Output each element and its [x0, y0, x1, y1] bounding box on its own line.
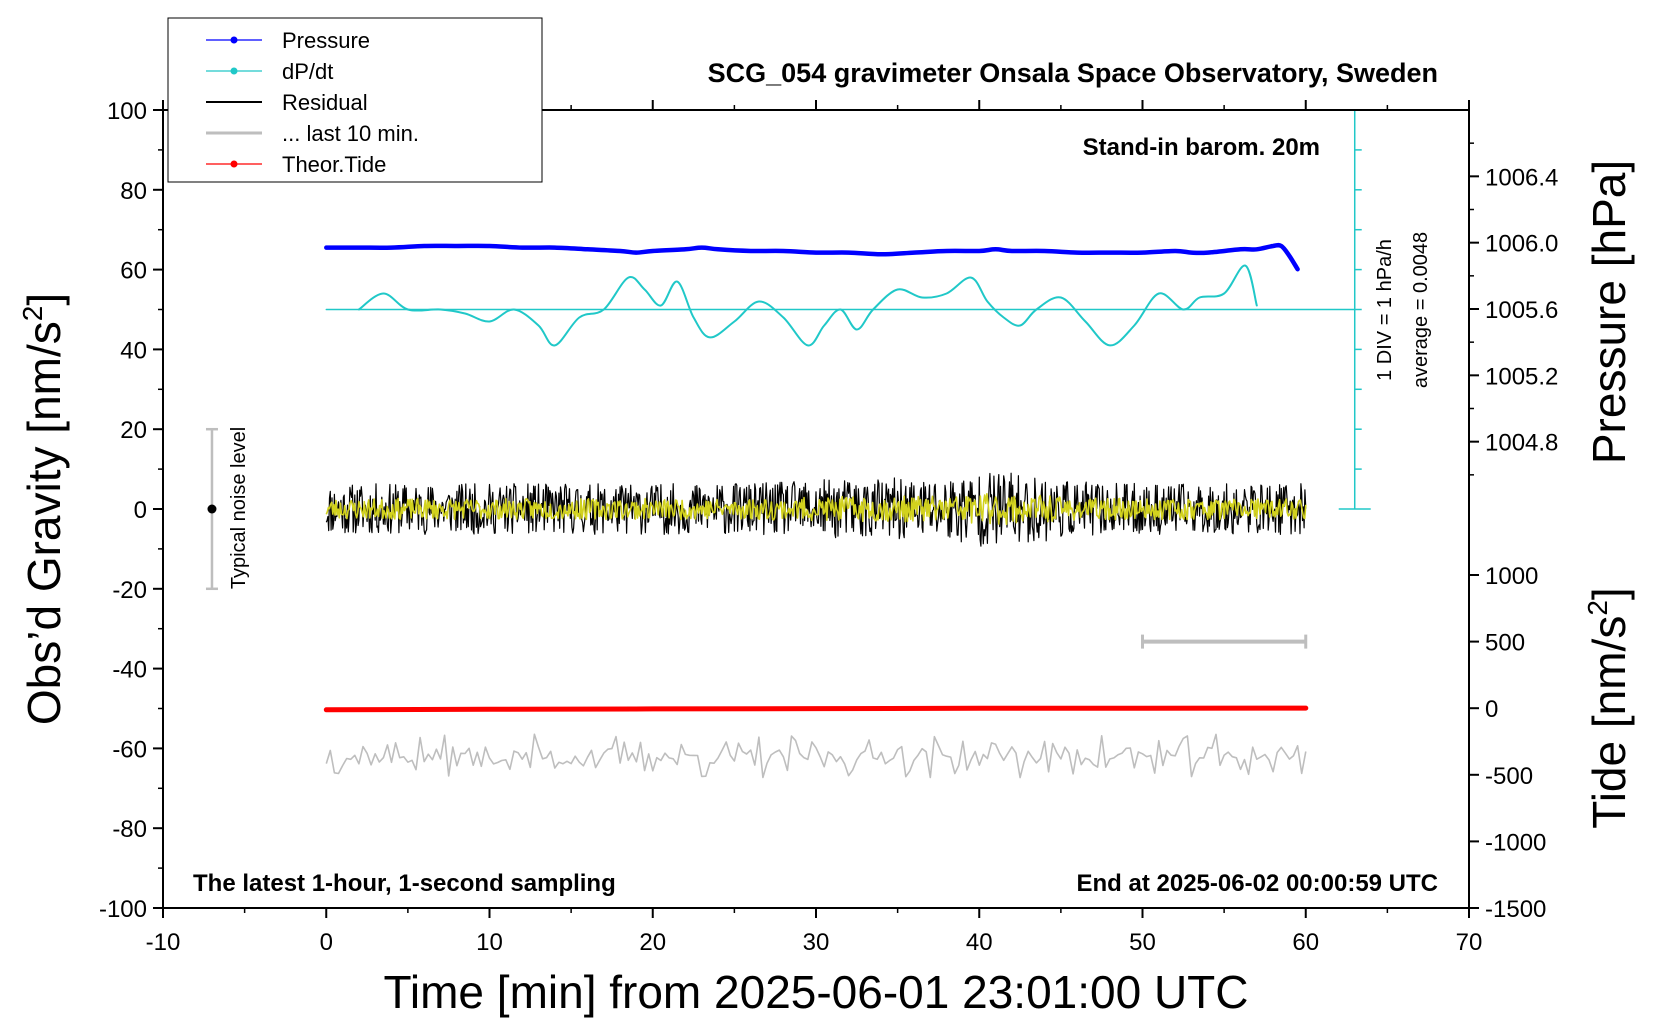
bottom-left-note: The latest 1-hour, 1-second sampling	[193, 870, 616, 897]
x-tick-label-0: -10	[146, 929, 181, 956]
pressure-tick-label-0: 1004.8	[1485, 430, 1558, 457]
legend-marker-4	[230, 160, 238, 168]
y-tick-label-7: 40	[120, 337, 147, 364]
y-axis-title-left-text: Obs’d Gravity [nm/s	[18, 321, 70, 725]
tide-tick-label-2: -500	[1485, 763, 1533, 790]
pressure-tick-label-3: 1006.0	[1485, 231, 1558, 258]
legend-label-0: Pressure	[282, 28, 370, 53]
x-tick-label-5: 40	[966, 929, 993, 956]
y-tick-label-0: -100	[99, 896, 147, 923]
series-residual	[325, 472, 1307, 547]
y-axis-title-tide-text: Tide [nm/s	[1583, 616, 1635, 829]
series-layer	[205, 109, 1371, 779]
series-residual-smoothed-	[325, 493, 1307, 526]
barometer-label: Stand-in barom. 20m	[1083, 134, 1320, 161]
y-tick-label-6: 20	[120, 417, 147, 444]
y-axis-title-pressure: Pressure [hPa]	[1583, 160, 1635, 464]
tide-tick-label-4: 500	[1485, 630, 1525, 657]
x-tick-label-4: 30	[803, 929, 830, 956]
series--last-10-min-	[325, 733, 1307, 779]
series-theor-tide	[323, 705, 1309, 713]
series-pressure	[324, 242, 1300, 272]
legend-box	[167, 17, 543, 183]
noise-level-label: Typical noise level	[228, 427, 250, 589]
legend-label-3: ... last 10 min.	[282, 121, 419, 146]
x-tick-label-6: 50	[1129, 929, 1156, 956]
average-note: average = 0.0048	[1410, 232, 1432, 388]
y-tick-label-4: -20	[112, 577, 147, 604]
y-axis-title-tide-close: ]	[1583, 587, 1635, 600]
x-tick-label-7: 60	[1292, 929, 1319, 956]
legend-label-4: Theor.Tide	[282, 152, 386, 177]
legend-marker-1	[230, 67, 238, 75]
y-tick-label-3: -40	[112, 657, 147, 684]
y-axis-title-tide-sup: 2	[1582, 600, 1613, 616]
y-tick-label-10: 100	[107, 98, 147, 125]
x-tick-label-1: 0	[320, 929, 333, 956]
legend-label-2: Residual	[282, 90, 368, 115]
bottom-right-note: End at 2025-06-02 00:00:59 UTC	[1077, 870, 1439, 897]
y-tick-label-2: -60	[112, 736, 147, 763]
y-axis-title-left-sup: 2	[17, 306, 48, 322]
x-tick-label-3: 20	[639, 929, 666, 956]
legend-marker-0	[230, 36, 238, 44]
x-axis-title: Time [min] from 2025-06-01 23:01:00 UTC	[384, 966, 1249, 1018]
y-axis-title-left: Obs’d Gravity [nm/s2]	[17, 293, 70, 725]
x-tick-label-8: 70	[1456, 929, 1483, 956]
y-tick-label-9: 80	[120, 178, 147, 205]
div-note: 1 DIV = 1 hPa/h	[1374, 239, 1396, 381]
legend-label-1: dP/dt	[282, 59, 333, 84]
y-axis-title-left-close: ]	[18, 293, 70, 306]
pressure-tick-label-4: 1006.4	[1485, 164, 1558, 191]
tide-tick-label-5: 1000	[1485, 563, 1538, 590]
y-tick-label-1: -80	[112, 816, 147, 843]
annotation-layer: SCG_054 gravimeter Onsala Space Observat…	[17, 58, 1635, 1018]
x-tick-label-2: 10	[476, 929, 503, 956]
y-tick-label-5: 0	[134, 497, 147, 524]
y-axis-title-tide: Tide [nm/s2]	[1582, 587, 1635, 828]
tick-layer: -10 0 10 20 30 40 50 60 70-100-80-60-40-20020406…	[99, 98, 1558, 956]
y-tick-label-8: 60	[120, 258, 147, 285]
noise-bar-center	[207, 504, 217, 514]
pressure-tick-label-2: 1005.6	[1485, 297, 1558, 324]
legend: Pressure dP/dt Residual ... last 10 min. The…	[167, 17, 543, 183]
tide-tick-label-1: -1000	[1485, 829, 1546, 856]
series-dp-dt	[357, 264, 1258, 347]
tide-tick-label-0: -1500	[1485, 896, 1546, 923]
pressure-tick-label-1: 1005.2	[1485, 363, 1558, 390]
chart-title: SCG_054 gravimeter Onsala Space Observat…	[708, 58, 1438, 88]
tide-tick-label-3: 0	[1485, 696, 1498, 723]
